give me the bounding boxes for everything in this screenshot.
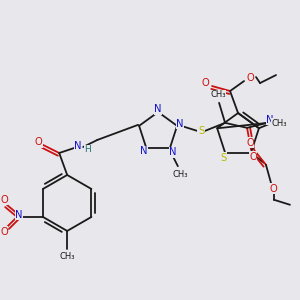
Text: O: O <box>246 73 254 83</box>
Text: S: S <box>220 153 226 163</box>
Text: CH₃: CH₃ <box>172 170 188 179</box>
Text: O: O <box>269 184 277 194</box>
Text: N: N <box>266 115 274 125</box>
Text: CH₃: CH₃ <box>59 252 75 261</box>
Text: S: S <box>198 126 204 136</box>
Text: N: N <box>74 141 82 151</box>
Text: O: O <box>34 137 42 147</box>
Text: H: H <box>276 120 282 129</box>
Text: O: O <box>0 195 8 205</box>
Text: CH₃: CH₃ <box>210 90 226 99</box>
Text: CH₃: CH₃ <box>271 119 287 128</box>
Text: H: H <box>84 146 91 154</box>
Text: N: N <box>140 146 147 156</box>
Text: N: N <box>154 104 162 114</box>
Text: O: O <box>201 78 209 88</box>
Text: O: O <box>246 138 254 148</box>
Text: O: O <box>249 152 257 162</box>
Text: N: N <box>176 119 184 129</box>
Text: O: O <box>0 227 8 237</box>
Text: N: N <box>169 147 177 157</box>
Text: N: N <box>15 210 23 220</box>
